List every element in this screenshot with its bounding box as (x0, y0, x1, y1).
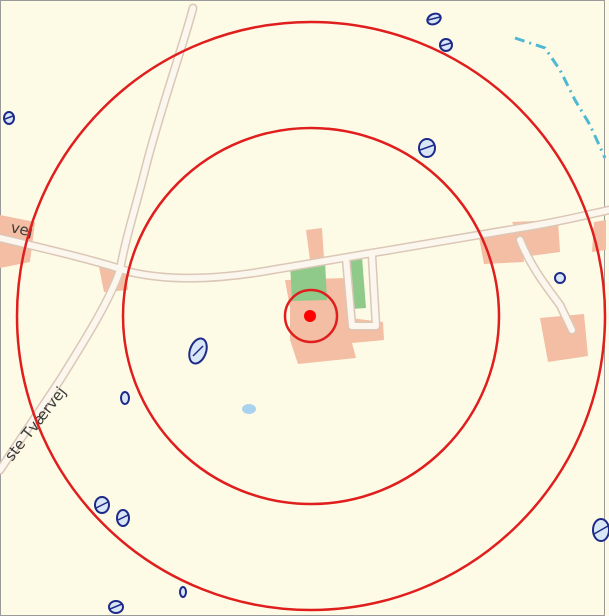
middle-ring (121, 126, 501, 506)
building-farm-north (306, 228, 324, 260)
pond-11 (179, 586, 187, 598)
pond-12 (108, 600, 124, 614)
pond-light (242, 404, 256, 414)
pond-2 (439, 38, 453, 52)
roads-layer (0, 3, 609, 475)
building-southeast (540, 314, 588, 362)
pond-7 (120, 391, 130, 405)
ponds-layer (3, 12, 609, 614)
outer-ring (15, 20, 607, 612)
pond-5 (554, 272, 566, 284)
pond-3 (3, 111, 15, 125)
stream-line (514, 36, 607, 159)
pond-1 (426, 12, 442, 26)
distance-rings (15, 20, 607, 612)
pond-10 (592, 518, 609, 542)
pond-8 (94, 496, 110, 514)
location-marker[interactable] (304, 310, 316, 322)
inner-ring (283, 288, 339, 344)
pond-9 (116, 509, 130, 527)
pond-4 (418, 138, 436, 158)
pond-6 (188, 337, 208, 365)
